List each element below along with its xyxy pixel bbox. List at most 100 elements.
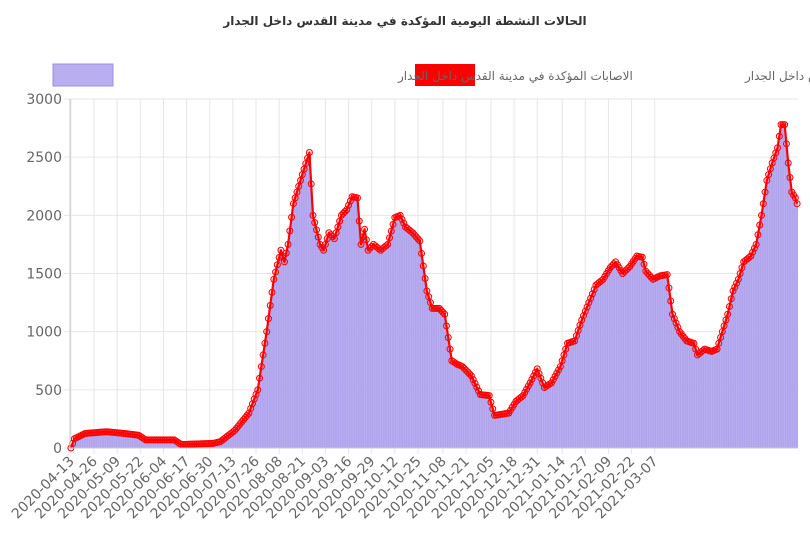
line-point: [268, 288, 276, 296]
line-point: [786, 174, 794, 182]
bar: [653, 278, 656, 449]
bar: [562, 354, 565, 449]
line-point: [763, 176, 771, 184]
bar: [717, 343, 720, 449]
bar: [796, 203, 799, 449]
bar: [454, 362, 457, 449]
line-point: [747, 252, 755, 260]
line-point: [353, 194, 361, 202]
line-point: [398, 215, 406, 223]
bar: [336, 226, 339, 449]
bar: [726, 314, 729, 449]
bar: [404, 226, 407, 449]
bar: [292, 203, 295, 449]
line-point: [361, 225, 369, 233]
line-point: [313, 226, 321, 234]
bar: [313, 222, 316, 449]
bar: [675, 322, 678, 449]
bar: [646, 273, 649, 449]
line-point: [733, 279, 741, 287]
bar: [774, 152, 777, 449]
bar: [504, 413, 507, 449]
line-point: [749, 248, 757, 256]
bar: [324, 244, 327, 449]
bar: [634, 258, 637, 449]
bar: [279, 250, 282, 449]
bar: [742, 261, 745, 449]
bar: [315, 229, 318, 449]
bar: [523, 392, 526, 449]
line-point: [473, 383, 481, 391]
bar: [767, 174, 770, 449]
line-point: [562, 345, 570, 353]
bar: [383, 247, 386, 449]
bar: [698, 353, 701, 449]
line-point: [286, 227, 294, 235]
line-point: [446, 345, 454, 353]
line-point: [487, 398, 495, 406]
line-point: [469, 376, 477, 384]
bar: [320, 247, 323, 449]
bar: [456, 364, 459, 449]
line-point: [442, 322, 450, 330]
bar: [415, 236, 418, 449]
line-point: [384, 240, 392, 248]
bar: [598, 282, 601, 449]
line-point: [261, 339, 269, 347]
bar: [274, 271, 277, 449]
bar: [580, 319, 583, 449]
bar: [701, 350, 704, 449]
bar: [351, 196, 354, 449]
bar: [593, 289, 596, 449]
bar: [392, 224, 395, 449]
bar: [707, 350, 710, 449]
bar: [450, 360, 453, 449]
bar: [555, 372, 558, 449]
bar: [283, 261, 286, 449]
line-point: [307, 180, 315, 188]
bar: [328, 232, 330, 449]
bar: [757, 234, 759, 449]
bar: [498, 414, 501, 449]
y-axis: 0 500 1000 1500 2000 2500 3000: [26, 92, 71, 457]
bar: [516, 399, 519, 449]
bar: [730, 298, 733, 449]
bar: [331, 236, 334, 449]
line-point: [750, 244, 758, 252]
bar: [764, 191, 767, 449]
bar: [691, 342, 694, 449]
bar: [408, 229, 411, 449]
line-point: [717, 333, 725, 341]
y-tick-label: 1000: [26, 325, 62, 341]
bar: [461, 366, 464, 449]
bar: [603, 276, 606, 449]
line-point: [759, 200, 767, 208]
bar: [502, 413, 505, 449]
bar: [669, 300, 672, 449]
bar: [570, 341, 573, 449]
line-point: [736, 270, 744, 277]
line-point: [266, 301, 274, 309]
line-point: [362, 236, 370, 244]
bar: [696, 354, 699, 449]
line-point: [396, 211, 404, 219]
line-point: [334, 223, 342, 231]
bar: [352, 196, 355, 449]
bar: [632, 261, 635, 449]
bar: [776, 147, 779, 449]
bar: [379, 250, 382, 449]
bar: [621, 273, 624, 449]
bar: [708, 350, 711, 449]
bar: [660, 275, 663, 449]
line-point: [556, 363, 564, 371]
line-point: [321, 240, 329, 248]
bar: [550, 382, 553, 449]
line-point: [782, 140, 790, 148]
bar: [648, 275, 651, 449]
line-point: [738, 264, 746, 272]
bar: [769, 168, 772, 449]
bar: [689, 341, 692, 449]
bar: [440, 310, 443, 449]
bar: [635, 255, 638, 449]
bar: [639, 256, 642, 449]
